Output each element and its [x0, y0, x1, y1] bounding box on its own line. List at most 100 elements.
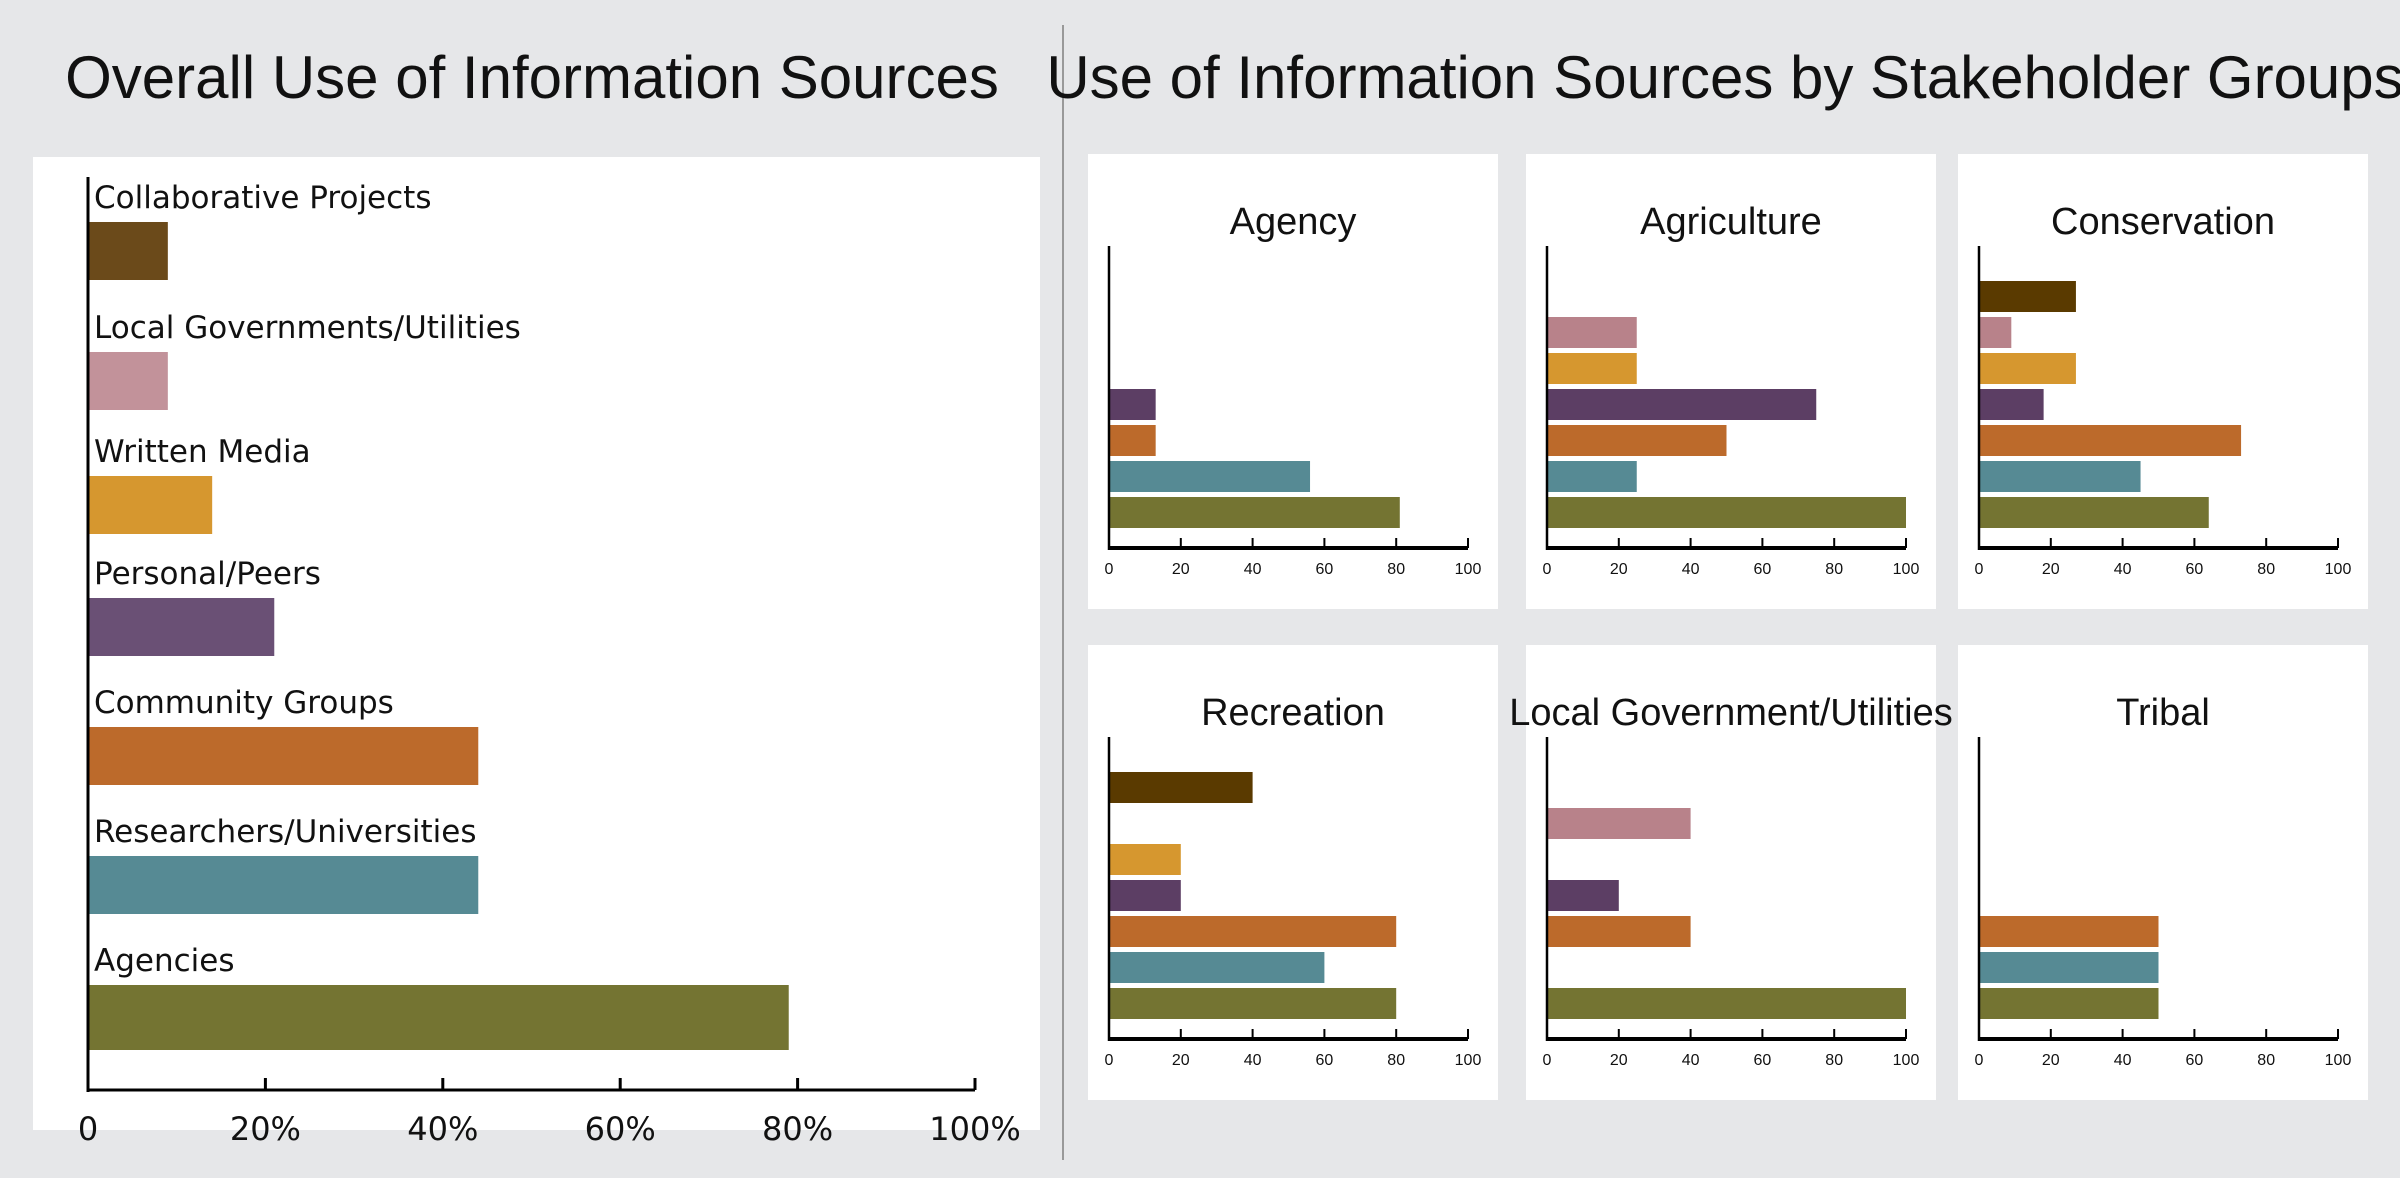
bar-personal-peers [1109, 389, 1156, 420]
x-tick-label: 60% [585, 1110, 656, 1148]
x-tick-label: 20 [2042, 561, 2060, 578]
x-tick-label: 80 [2257, 1052, 2275, 1069]
bar-agencies [88, 985, 789, 1050]
x-tick-label: 80 [1825, 561, 1843, 578]
x-tick-label: 60 [2186, 1052, 2204, 1069]
panel-title: Recreation [1201, 692, 1385, 734]
x-tick-label: 0 [1975, 1052, 1984, 1069]
x-tick-label: 100 [2325, 1052, 2352, 1069]
panel-title: Agriculture [1640, 201, 1822, 243]
bar-personal-peers [1109, 880, 1181, 911]
x-tick-label: 60 [2186, 561, 2204, 578]
bar-local-governments-utilities [1547, 317, 1637, 348]
category-label: Researchers/Universities [94, 814, 476, 850]
x-tick-label: 0 [78, 1110, 98, 1148]
x-tick-label: 0 [1975, 561, 1984, 578]
category-label: Written Media [94, 434, 311, 470]
panel-background [1958, 645, 2368, 1100]
x-tick-label: 20% [230, 1110, 301, 1148]
x-tick-label: 40 [1682, 561, 1700, 578]
bar-community-groups [1109, 425, 1156, 456]
right-title: Use of Information Sources by Stakeholde… [1046, 44, 2400, 111]
bar-agencies [1109, 497, 1400, 528]
x-tick-label: 40 [2114, 1052, 2132, 1069]
panel-agriculture: Agriculture 0 20 40 60 80 100 [1526, 154, 1936, 609]
bar-collaborative-projects [88, 222, 168, 280]
x-tick-label: 80 [1825, 1052, 1843, 1069]
bar-written-media [88, 476, 213, 534]
x-tick-label: 80 [1387, 561, 1405, 578]
bar-researchers-universities [1979, 952, 2159, 983]
bar-personal-peers [1547, 389, 1817, 420]
x-tick-label: 0 [1543, 561, 1552, 578]
x-tick-label: 40 [1244, 1052, 1262, 1069]
panel-title: Local Government/Utilities [1509, 692, 1953, 734]
x-tick-label: 80% [762, 1110, 833, 1148]
bar-researchers-universities [1109, 952, 1325, 983]
bar-personal-peers [1547, 880, 1619, 911]
bar-agencies [1547, 988, 1906, 1019]
bar-agencies [1547, 497, 1906, 528]
bar-community-groups [1547, 425, 1727, 456]
x-tick-label: 100 [1893, 1052, 1920, 1069]
bar-written-media [1547, 353, 1637, 384]
bar-local-governments-utilities [1547, 808, 1691, 839]
x-tick-label: 80 [2257, 561, 2275, 578]
x-tick-label: 40% [407, 1110, 478, 1148]
bar-community-groups [1979, 425, 2242, 456]
x-tick-label: 20 [1172, 561, 1190, 578]
bar-personal-peers [88, 598, 275, 656]
x-tick-label: 100 [1455, 1052, 1482, 1069]
bar-written-media [1979, 353, 2076, 384]
bar-community-groups [88, 727, 479, 785]
bar-agencies [1979, 988, 2159, 1019]
bar-agencies [1979, 497, 2209, 528]
bar-written-media [1109, 844, 1181, 875]
panel-agency: Agency 0 20 40 60 80 100 [1088, 154, 1498, 609]
panel-tribal: Tribal 0 20 40 60 80 100 [1958, 645, 2368, 1100]
bar-collaborative-projects [1979, 281, 2076, 312]
x-tick-label: 0 [1543, 1052, 1552, 1069]
bar-researchers-universities [1979, 461, 2141, 492]
left-title: Overall Use of Information Sources [65, 44, 999, 111]
bar-community-groups [1547, 916, 1691, 947]
x-tick-label: 60 [1316, 1052, 1334, 1069]
x-tick-label: 100 [2325, 561, 2352, 578]
panel-title: Tribal [2116, 692, 2210, 734]
category-label: Community Groups [94, 685, 394, 721]
bar-personal-peers [1979, 389, 2044, 420]
bar-researchers-universities [1547, 461, 1637, 492]
x-tick-label: 100 [1455, 561, 1482, 578]
bar-community-groups [1979, 916, 2159, 947]
panel-recreation: Recreation 0 20 40 60 80 100 [1088, 645, 1498, 1100]
bar-community-groups [1109, 916, 1397, 947]
x-tick-label: 0 [1105, 561, 1114, 578]
x-tick-label: 80 [1387, 1052, 1405, 1069]
bar-collaborative-projects [1109, 772, 1253, 803]
x-tick-label: 20 [1172, 1052, 1190, 1069]
x-tick-label: 20 [2042, 1052, 2060, 1069]
x-tick-label: 60 [1754, 561, 1772, 578]
panel-conservation: Conservation 0 20 40 60 80 100 [1958, 154, 2368, 609]
category-label: Agencies [94, 943, 234, 979]
bar-agencies [1109, 988, 1397, 1019]
bar-local-governments-utilities [1979, 317, 2012, 348]
x-tick-label: 20 [1610, 1052, 1628, 1069]
panel-background [1088, 154, 1498, 609]
x-tick-label: 40 [1682, 1052, 1700, 1069]
overall-chart: Collaborative Projects Local Governments/… [78, 177, 1021, 1148]
x-tick-label: 0 [1105, 1052, 1114, 1069]
panel-local-government-utilities: Local Government/Utilities 0 20 40 60 80 100 [1509, 645, 1953, 1100]
bar-researchers-universities [1109, 461, 1311, 492]
bar-researchers-universities [88, 856, 479, 914]
x-tick-label: 40 [2114, 561, 2132, 578]
panel-title: Agency [1230, 201, 1357, 243]
panel-background [1526, 645, 1936, 1100]
category-label: Local Governments/Utilities [94, 310, 521, 346]
x-tick-label: 60 [1754, 1052, 1772, 1069]
category-label: Personal/Peers [94, 556, 321, 592]
category-label: Collaborative Projects [94, 180, 431, 216]
panel-title: Conservation [2051, 201, 2275, 243]
stakeholder-charts: Agency 0 20 40 60 80 100 Agriculture 0 20 40 60 80 10… [1088, 154, 2368, 1100]
